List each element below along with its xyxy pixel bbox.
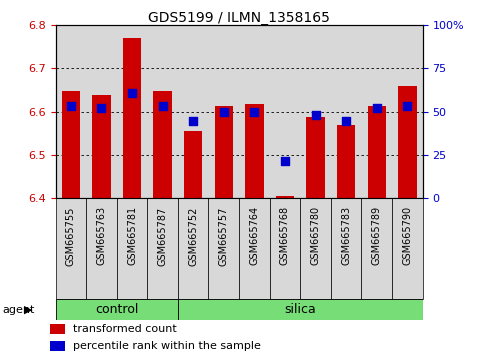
- Bar: [239, 25, 270, 198]
- Bar: [147, 25, 178, 198]
- Text: GSM665789: GSM665789: [372, 206, 382, 266]
- Point: [312, 112, 319, 118]
- Bar: [270, 198, 300, 299]
- Text: transformed count: transformed count: [73, 325, 177, 335]
- Bar: [361, 25, 392, 198]
- Text: GSM665780: GSM665780: [311, 206, 321, 266]
- Text: agent: agent: [2, 305, 35, 315]
- Bar: [392, 198, 423, 299]
- Point: [67, 103, 75, 109]
- Bar: [154, 91, 172, 198]
- Bar: [178, 299, 423, 320]
- Bar: [209, 198, 239, 299]
- Bar: [398, 86, 416, 198]
- Bar: [50, 324, 65, 335]
- Bar: [56, 299, 178, 320]
- Text: GSM665783: GSM665783: [341, 206, 351, 266]
- Bar: [300, 25, 331, 198]
- Point: [128, 91, 136, 96]
- Bar: [184, 131, 202, 198]
- Bar: [209, 25, 239, 198]
- Text: GSM665763: GSM665763: [97, 206, 106, 266]
- Text: GDS5199 / ILMN_1358165: GDS5199 / ILMN_1358165: [148, 11, 330, 25]
- Text: GSM665781: GSM665781: [127, 206, 137, 266]
- Bar: [56, 25, 86, 198]
- Bar: [361, 198, 392, 299]
- Bar: [92, 95, 111, 198]
- Point: [403, 103, 411, 109]
- Text: silica: silica: [284, 303, 316, 316]
- Bar: [56, 198, 86, 299]
- Point: [98, 105, 105, 111]
- Bar: [337, 125, 355, 198]
- Bar: [368, 106, 386, 198]
- Point: [281, 158, 289, 163]
- Bar: [117, 25, 147, 198]
- Bar: [270, 25, 300, 198]
- Text: percentile rank within the sample: percentile rank within the sample: [73, 341, 261, 351]
- Point: [251, 109, 258, 114]
- Bar: [178, 25, 209, 198]
- Bar: [86, 25, 117, 198]
- Text: control: control: [95, 303, 139, 316]
- Text: GSM665768: GSM665768: [280, 206, 290, 266]
- Text: GSM665764: GSM665764: [249, 206, 259, 266]
- Text: GSM665790: GSM665790: [402, 206, 412, 266]
- Bar: [392, 25, 423, 198]
- Bar: [306, 117, 325, 198]
- Bar: [86, 198, 117, 299]
- Bar: [123, 38, 141, 198]
- Bar: [239, 198, 270, 299]
- Bar: [50, 341, 65, 351]
- Point: [373, 105, 381, 111]
- Bar: [62, 91, 80, 198]
- Point: [189, 118, 197, 124]
- Text: GSM665787: GSM665787: [157, 206, 168, 266]
- Bar: [147, 198, 178, 299]
- Bar: [300, 198, 331, 299]
- Point: [159, 103, 167, 109]
- Bar: [117, 198, 147, 299]
- Bar: [214, 106, 233, 198]
- Bar: [276, 196, 294, 198]
- Text: ▶: ▶: [24, 305, 32, 315]
- Point: [220, 109, 227, 114]
- Bar: [331, 198, 361, 299]
- Text: GSM665755: GSM665755: [66, 206, 76, 266]
- Bar: [245, 104, 264, 198]
- Text: GSM665757: GSM665757: [219, 206, 229, 266]
- Bar: [178, 198, 209, 299]
- Point: [342, 118, 350, 124]
- Text: GSM665752: GSM665752: [188, 206, 198, 266]
- Bar: [331, 25, 361, 198]
